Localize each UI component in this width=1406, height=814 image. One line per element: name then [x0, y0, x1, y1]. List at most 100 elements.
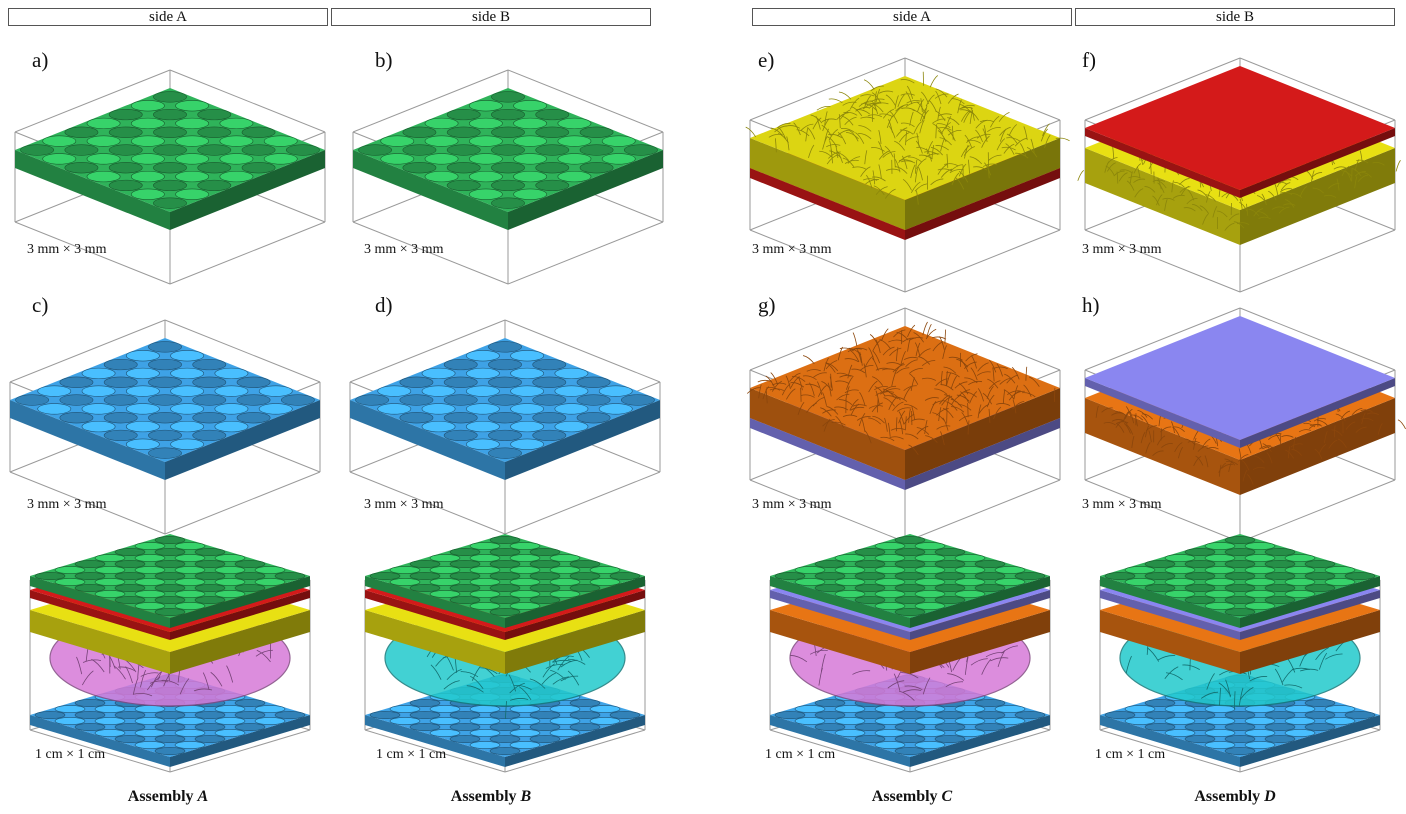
- panel-a-woven-green-weave-texture: [20, 91, 320, 209]
- panel-b-woven-green-fabric-left-face: [353, 150, 508, 230]
- assembly-b-name: B: [520, 788, 532, 805]
- panel-a-woven-green-fabric-right-face: [170, 150, 325, 230]
- panel-d-woven-blue-fabric-left-face: [350, 400, 505, 480]
- assembly-d-render-bottom-fabric-left-face: [1100, 715, 1240, 767]
- assembly-b-render-bottom-fabric-right-face: [505, 715, 645, 767]
- assembly-a-render-top-fabric-right-face: [170, 576, 310, 628]
- panel-label-g: g): [758, 293, 776, 317]
- panel-g-nonwoven-membrane-membrane-right-face: [905, 418, 1060, 490]
- panel-g-nonwoven-membrane-fiber-layer-right-face: [905, 388, 1060, 480]
- assembly-b-render-inner-layer-left-face: [365, 590, 505, 640]
- assembly-a-render-top-weave: [34, 536, 306, 616]
- panel-e-nonwoven-membrane-fiber-layer-left-face: [750, 138, 905, 230]
- panel-b-woven-green-fabric-right-face: [508, 150, 663, 230]
- panel-e-nonwoven-membrane-membrane-right-face: [905, 168, 1060, 240]
- panel-label-h: h): [1082, 293, 1100, 317]
- scale-label-h: 3 mm × 3 mm: [1082, 497, 1162, 512]
- panel-f-membrane-nonwoven-fiber-layer-left-face: [1085, 148, 1240, 245]
- scale-label-b: 3 mm × 3 mm: [364, 242, 444, 257]
- assembly-d-render-top-fabric-left-face: [1100, 576, 1240, 628]
- assembly-a-prefix: Assembly: [127, 788, 198, 805]
- panel-b-woven-green: [352, 69, 664, 285]
- panel-b-woven-green-weave-texture: [358, 91, 658, 209]
- panel-d-woven-blue-fabric-right-face: [505, 400, 660, 480]
- assembly-a-render-bottom-fabric-right-face: [170, 715, 310, 767]
- assembly-c-name: C: [941, 788, 953, 805]
- panel-f-membrane-nonwoven-membrane-right-face: [1240, 128, 1395, 198]
- assembly-b-render-middle-layer-left-face: [365, 610, 505, 674]
- panel-e-nonwoven-membrane-fibers: [745, 71, 1070, 205]
- panel-e-nonwoven-membrane: [745, 57, 1070, 293]
- assembly-d-render-bottom-fabric-right-face: [1240, 715, 1380, 767]
- assembly-b-render-bottom-fabric-left-face: [365, 715, 505, 767]
- scale-label-f: 3 mm × 3 mm: [1082, 242, 1162, 257]
- panel-label-e: e): [758, 48, 775, 72]
- assembly-c-render-inner-layer-left-face: [770, 590, 910, 640]
- panel-e-nonwoven-membrane-fiber-layer-right-face: [905, 138, 1060, 230]
- assembly-c-render-inner-layer-right-face: [910, 590, 1050, 640]
- assembly-a-render: [29, 534, 311, 773]
- panel-label-d: d): [375, 293, 393, 317]
- panel-e-nonwoven-membrane-fiber-layer-top-face: [750, 76, 1060, 200]
- panel-h-membrane-nonwoven: [1084, 307, 1406, 543]
- panel-c-woven-blue-weave-texture: [15, 341, 315, 459]
- panel-label-b: b): [375, 48, 393, 72]
- assembly-c-caption: Assembly C: [872, 788, 952, 806]
- scale-label-g: 3 mm × 3 mm: [752, 497, 832, 512]
- panel-f-membrane-nonwoven-fiber-layer-right-face: [1240, 148, 1395, 245]
- assembly-c-render-top-weave: [774, 536, 1046, 616]
- panel-label-c: c): [32, 293, 49, 317]
- panel-g-nonwoven-membrane-membrane-left-face: [750, 418, 905, 490]
- assembly-d-prefix: Assembly: [1194, 788, 1265, 805]
- panel-label-a: a): [32, 48, 49, 72]
- panel-h-membrane-nonwoven-fiber-layer-right-face: [1240, 398, 1395, 495]
- panel-c-woven-blue-fabric-left-face: [10, 400, 165, 480]
- scale-label-e: 3 mm × 3 mm: [752, 242, 832, 257]
- assembly-a-render-top-fabric-left-face: [30, 576, 170, 628]
- panel-g-nonwoven-membrane: [746, 307, 1061, 543]
- assembly-c-render: [769, 534, 1051, 773]
- assembly-c-render-top-fabric-left-face: [770, 576, 910, 628]
- assembly-d-render-inner-layer-right-face: [1240, 590, 1380, 640]
- panel-f-membrane-nonwoven: [1077, 57, 1401, 293]
- panel-h-membrane-nonwoven-membrane-left-face: [1085, 378, 1240, 448]
- assembly-c-render-middle-layer-left-face: [770, 610, 910, 674]
- assembly-c-render-middle-layer-right-face: [910, 610, 1050, 674]
- assembly-c-render-bottom-fabric-left-face: [770, 715, 910, 767]
- panel-h-membrane-nonwoven-membrane-top-face: [1085, 316, 1395, 440]
- panel-label-f: f): [1082, 48, 1096, 72]
- panel-d-woven-blue-weave-texture: [355, 341, 655, 459]
- assembly-b-render: [364, 534, 646, 773]
- assembly-d-caption: Assembly D: [1194, 788, 1275, 806]
- panel-g-nonwoven-membrane-fibers: [746, 321, 1056, 456]
- assembly-c-render-bottom-fabric-right-face: [910, 715, 1050, 767]
- assembly-a-render-inner-layer-right-face: [170, 590, 310, 640]
- assembly-d-render-inner-layer-left-face: [1100, 590, 1240, 640]
- panel-e-nonwoven-membrane-membrane-left-face: [750, 168, 905, 240]
- panel-c-woven-blue-fabric-right-face: [165, 400, 320, 480]
- assembly-a-caption: Assembly A: [128, 788, 208, 806]
- assembly-a-name: A: [197, 788, 209, 805]
- panel-d-woven-blue: [349, 319, 661, 535]
- header-side-a-left: side A: [8, 8, 328, 26]
- assembly-d-name: D: [1264, 788, 1276, 805]
- assembly-d-render-top-weave: [1104, 536, 1376, 616]
- header-side-a-right: side A: [752, 8, 1072, 26]
- scale-label-assembly-c: 1 cm × 1 cm: [765, 747, 836, 762]
- scale-label-assembly-b: 1 cm × 1 cm: [376, 747, 447, 762]
- assembly-c-render-top-fabric-right-face: [910, 576, 1050, 628]
- panel-h-membrane-nonwoven-membrane-right-face: [1240, 378, 1395, 448]
- panel-f-membrane-nonwoven-membrane-top-face: [1085, 66, 1395, 190]
- assembly-a-render-bottom-fabric-left-face: [30, 715, 170, 767]
- assembly-d-render-middle-layer-right-face: [1240, 610, 1380, 674]
- assembly-a-render-middle-layer-left-face: [30, 610, 170, 674]
- assembly-b-render-inner-layer-right-face: [505, 590, 645, 640]
- panel-c-woven-blue: [9, 319, 321, 535]
- header-side-b-right: side B: [1075, 8, 1395, 26]
- assembly-b-caption: Assembly B: [451, 788, 531, 806]
- panel-a-woven-green: [14, 69, 326, 285]
- panel-a-woven-green-fabric-left-face: [15, 150, 170, 230]
- panel-g-nonwoven-membrane-fiber-layer-left-face: [750, 388, 905, 480]
- panel-f-membrane-nonwoven-membrane-left-face: [1085, 128, 1240, 198]
- assembly-d-render-top-fabric-right-face: [1240, 576, 1380, 628]
